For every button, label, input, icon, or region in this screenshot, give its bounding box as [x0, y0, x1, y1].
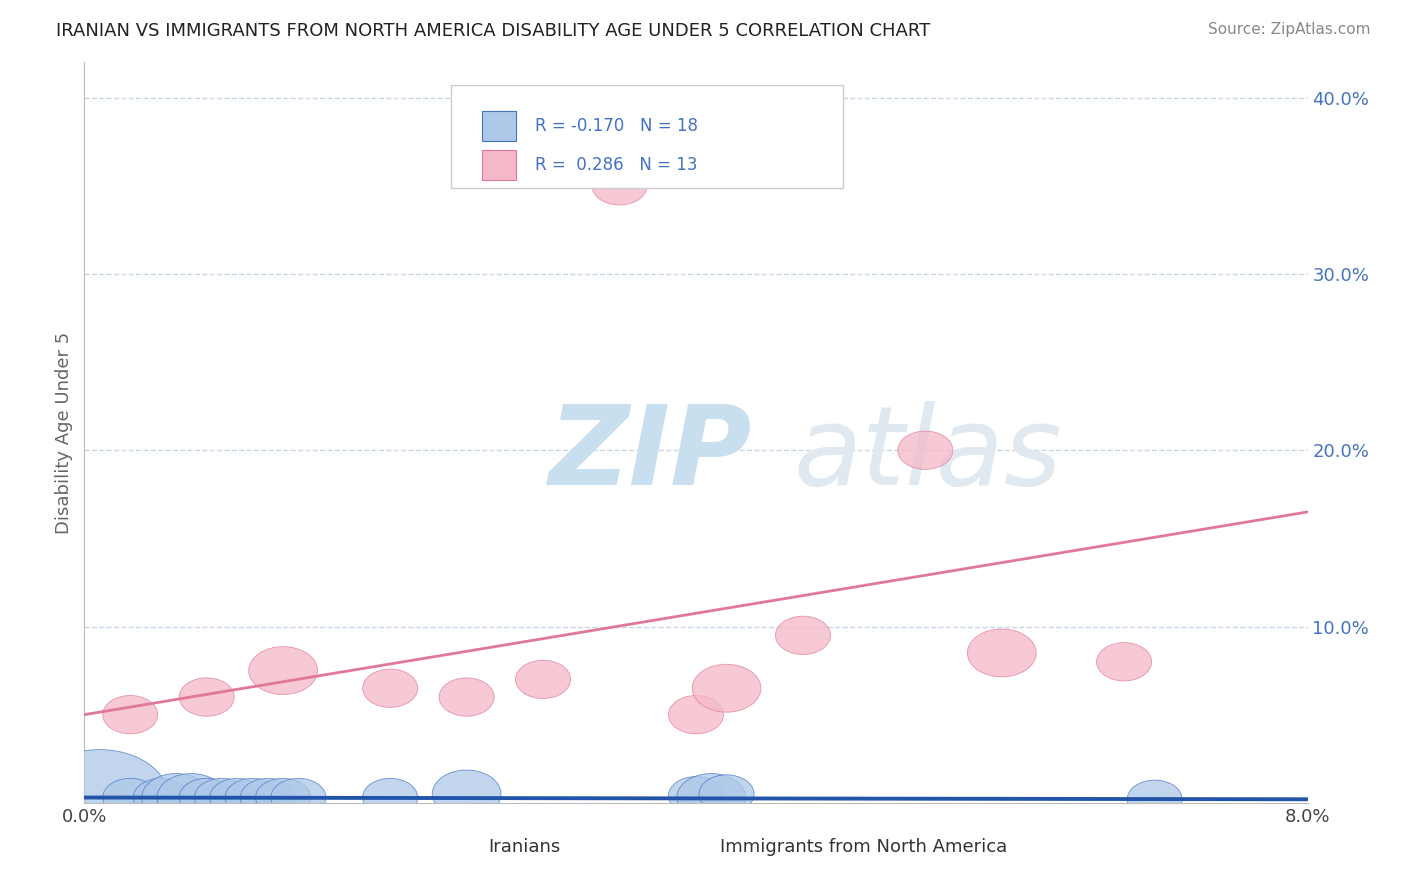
Ellipse shape	[209, 779, 264, 817]
Text: ZIP: ZIP	[550, 401, 752, 508]
Ellipse shape	[592, 167, 647, 205]
Ellipse shape	[179, 678, 235, 716]
Ellipse shape	[676, 773, 745, 822]
Text: Immigrants from North America: Immigrants from North America	[720, 838, 1008, 856]
Ellipse shape	[898, 431, 953, 469]
Ellipse shape	[432, 770, 501, 818]
Text: IRANIAN VS IMMIGRANTS FROM NORTH AMERICA DISABILITY AGE UNDER 5 CORRELATION CHAR: IRANIAN VS IMMIGRANTS FROM NORTH AMERICA…	[56, 22, 931, 40]
Ellipse shape	[699, 775, 754, 814]
Ellipse shape	[363, 669, 418, 707]
Ellipse shape	[967, 629, 1036, 677]
Text: atlas: atlas	[794, 401, 1063, 508]
FancyBboxPatch shape	[446, 837, 479, 861]
Ellipse shape	[194, 779, 249, 817]
Ellipse shape	[1097, 642, 1152, 681]
FancyBboxPatch shape	[482, 150, 516, 179]
Ellipse shape	[668, 696, 724, 734]
Ellipse shape	[256, 779, 311, 817]
Ellipse shape	[31, 749, 169, 846]
Ellipse shape	[516, 660, 571, 698]
Ellipse shape	[249, 647, 318, 695]
Ellipse shape	[363, 779, 418, 817]
Text: R =  0.286   N = 13: R = 0.286 N = 13	[534, 156, 697, 174]
FancyBboxPatch shape	[451, 85, 842, 188]
Ellipse shape	[157, 773, 226, 822]
Ellipse shape	[103, 779, 157, 817]
Ellipse shape	[692, 665, 761, 712]
Text: Iranians: Iranians	[488, 838, 560, 856]
Ellipse shape	[103, 696, 157, 734]
Text: R = -0.170   N = 18: R = -0.170 N = 18	[534, 117, 697, 135]
Ellipse shape	[668, 777, 724, 815]
Y-axis label: Disability Age Under 5: Disability Age Under 5	[55, 332, 73, 533]
Text: Source: ZipAtlas.com: Source: ZipAtlas.com	[1208, 22, 1371, 37]
Ellipse shape	[142, 773, 211, 822]
Ellipse shape	[179, 779, 235, 817]
Ellipse shape	[271, 779, 326, 817]
Ellipse shape	[776, 616, 831, 655]
Ellipse shape	[439, 678, 494, 716]
FancyBboxPatch shape	[678, 837, 711, 861]
Ellipse shape	[225, 779, 280, 817]
Ellipse shape	[1128, 780, 1182, 819]
Ellipse shape	[134, 779, 188, 817]
FancyBboxPatch shape	[482, 111, 516, 141]
Ellipse shape	[240, 779, 295, 817]
